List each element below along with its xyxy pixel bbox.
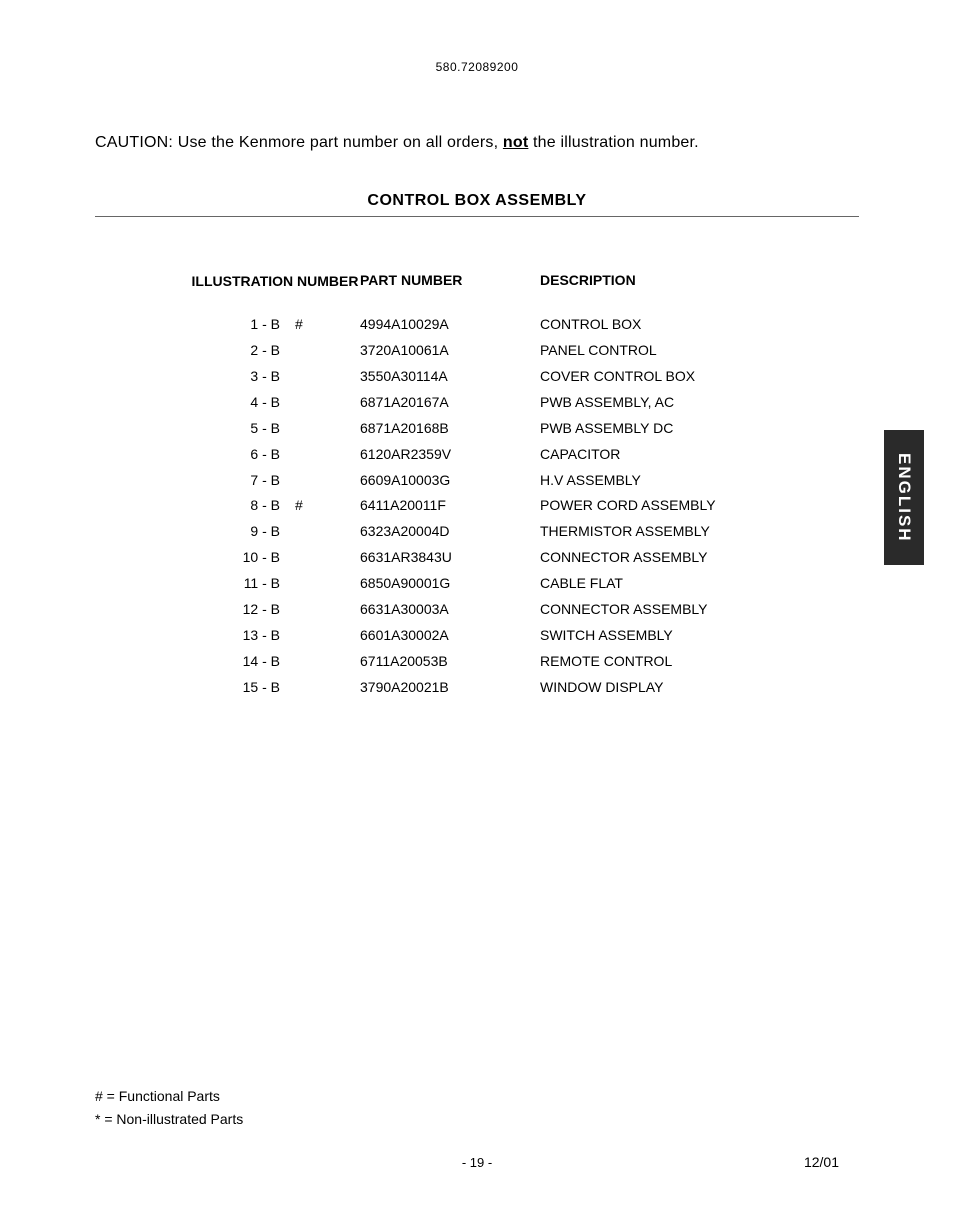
table-row: 2 - B 3720A10061APANEL CONTROL <box>190 338 859 364</box>
cell-illustration: 10 - B <box>190 545 295 571</box>
cell-description: PWB ASSEMBLY, AC <box>540 390 859 416</box>
table-row: 5 - B 6871A20168BPWB ASSEMBLY DC <box>190 416 859 442</box>
model-number: 580.72089200 <box>95 60 859 74</box>
table-row: 4 - B 6871A20167APWB ASSEMBLY, AC <box>190 390 859 416</box>
table-row: 14 - B 6711A20053BREMOTE CONTROL <box>190 649 859 675</box>
header-part-number: PART NUMBER <box>360 272 540 290</box>
cell-description: CAPACITOR <box>540 442 859 468</box>
table-row: 7 - B 6609A10003GH.V ASSEMBLY <box>190 468 859 494</box>
table-row: 3 - B 3550A30114ACOVER CONTROL BOX <box>190 364 859 390</box>
cell-part-number: 6871A20167A <box>360 390 540 416</box>
cell-part-number: 6323A20004D <box>360 519 540 545</box>
cell-mark: # <box>295 312 360 338</box>
cell-part-number: 3720A10061A <box>360 338 540 364</box>
cell-mark: # <box>295 493 360 519</box>
caution-text: CAUTION: Use the Kenmore part number on … <box>95 134 859 152</box>
cell-illustration: 9 - B <box>190 519 295 545</box>
cell-part-number: 3550A30114A <box>360 364 540 390</box>
cell-description: REMOTE CONTROL <box>540 649 859 675</box>
footer-date: 12/01 <box>804 1154 839 1170</box>
cell-illustration: 1 - B <box>190 312 295 338</box>
cell-part-number: 6871A20168B <box>360 416 540 442</box>
cell-illustration: 7 - B <box>190 468 295 494</box>
cell-part-number: 3790A20021B <box>360 675 540 701</box>
cell-mark <box>295 623 360 649</box>
cell-description: H.V ASSEMBLY <box>540 468 859 494</box>
cell-mark <box>295 597 360 623</box>
cell-mark <box>295 416 360 442</box>
table-row: 1 - B#4994A10029ACONTROL BOX <box>190 312 859 338</box>
cell-mark <box>295 364 360 390</box>
cell-description: CABLE FLAT <box>540 571 859 597</box>
cell-illustration: 2 - B <box>190 338 295 364</box>
cell-illustration: 6 - B <box>190 442 295 468</box>
cell-mark <box>295 519 360 545</box>
cell-part-number: 4994A10029A <box>360 312 540 338</box>
cell-part-number: 6631A30003A <box>360 597 540 623</box>
cell-illustration: 5 - B <box>190 416 295 442</box>
cell-part-number: 6120AR2359V <box>360 442 540 468</box>
title-rule <box>95 216 859 217</box>
language-tab: ENGLISH <box>884 430 924 565</box>
cell-part-number: 6711A20053B <box>360 649 540 675</box>
cell-description: SWITCH ASSEMBLY <box>540 623 859 649</box>
table-row: 13 - B 6601A30002ASWITCH ASSEMBLY <box>190 623 859 649</box>
cell-part-number: 6850A90001G <box>360 571 540 597</box>
cell-description: POWER CORD ASSEMBLY <box>540 493 859 519</box>
table-headers: ILLUSTRATION NUMBER PART NUMBER DESCRIPT… <box>190 272 859 290</box>
cell-description: PWB ASSEMBLY DC <box>540 416 859 442</box>
cell-description: WINDOW DISPLAY <box>540 675 859 701</box>
cell-description: PANEL CONTROL <box>540 338 859 364</box>
footer-legend: # = Functional Parts * = Non-illustrated… <box>95 1085 243 1130</box>
cell-mark <box>295 675 360 701</box>
table-row: 15 - B 3790A20021BWINDOW DISPLAY <box>190 675 859 701</box>
cell-illustration: 14 - B <box>190 649 295 675</box>
parts-table: ILLUSTRATION NUMBER PART NUMBER DESCRIPT… <box>190 272 859 701</box>
table-row: 8 - B#6411A20011FPOWER CORD ASSEMBLY <box>190 493 859 519</box>
caution-not: not <box>503 134 528 151</box>
cell-part-number: 6411A20011F <box>360 493 540 519</box>
table-row: 11 - B 6850A90001GCABLE FLAT <box>190 571 859 597</box>
table-row: 6 - B 6120AR2359VCAPACITOR <box>190 442 859 468</box>
cell-illustration: 15 - B <box>190 675 295 701</box>
cell-mark <box>295 571 360 597</box>
language-tab-text: ENGLISH <box>894 453 914 543</box>
cell-illustration: 13 - B <box>190 623 295 649</box>
section-title: CONTROL BOX ASSEMBLY <box>95 192 859 216</box>
cell-illustration: 4 - B <box>190 390 295 416</box>
caution-suffix: the illustration number. <box>528 134 698 151</box>
cell-mark <box>295 468 360 494</box>
cell-illustration: 11 - B <box>190 571 295 597</box>
cell-mark <box>295 545 360 571</box>
caution-prefix: CAUTION: Use the Kenmore part number on … <box>95 134 503 151</box>
header-description: DESCRIPTION <box>540 272 859 290</box>
table-row: 10 - B 6631AR3843UCONNECTOR ASSEMBLY <box>190 545 859 571</box>
legend-functional: # = Functional Parts <box>95 1085 243 1107</box>
cell-mark <box>295 338 360 364</box>
cell-illustration: 3 - B <box>190 364 295 390</box>
table-row: 9 - B 6323A20004DTHERMISTOR ASSEMBLY <box>190 519 859 545</box>
cell-illustration: 8 - B <box>190 493 295 519</box>
cell-mark <box>295 649 360 675</box>
cell-part-number: 6601A30002A <box>360 623 540 649</box>
legend-non-illustrated: * = Non-illustrated Parts <box>95 1108 243 1130</box>
cell-mark <box>295 442 360 468</box>
cell-description: CONNECTOR ASSEMBLY <box>540 597 859 623</box>
cell-description: CONNECTOR ASSEMBLY <box>540 545 859 571</box>
cell-description: CONTROL BOX <box>540 312 859 338</box>
cell-part-number: 6609A10003G <box>360 468 540 494</box>
cell-description: THERMISTOR ASSEMBLY <box>540 519 859 545</box>
table-row: 12 - B 6631A30003ACONNECTOR ASSEMBLY <box>190 597 859 623</box>
cell-part-number: 6631AR3843U <box>360 545 540 571</box>
cell-description: COVER CONTROL BOX <box>540 364 859 390</box>
header-illustration: ILLUSTRATION NUMBER <box>190 272 360 290</box>
table-body: 1 - B#4994A10029ACONTROL BOX2 - B3720A10… <box>190 312 859 700</box>
cell-illustration: 12 - B <box>190 597 295 623</box>
cell-mark <box>295 390 360 416</box>
